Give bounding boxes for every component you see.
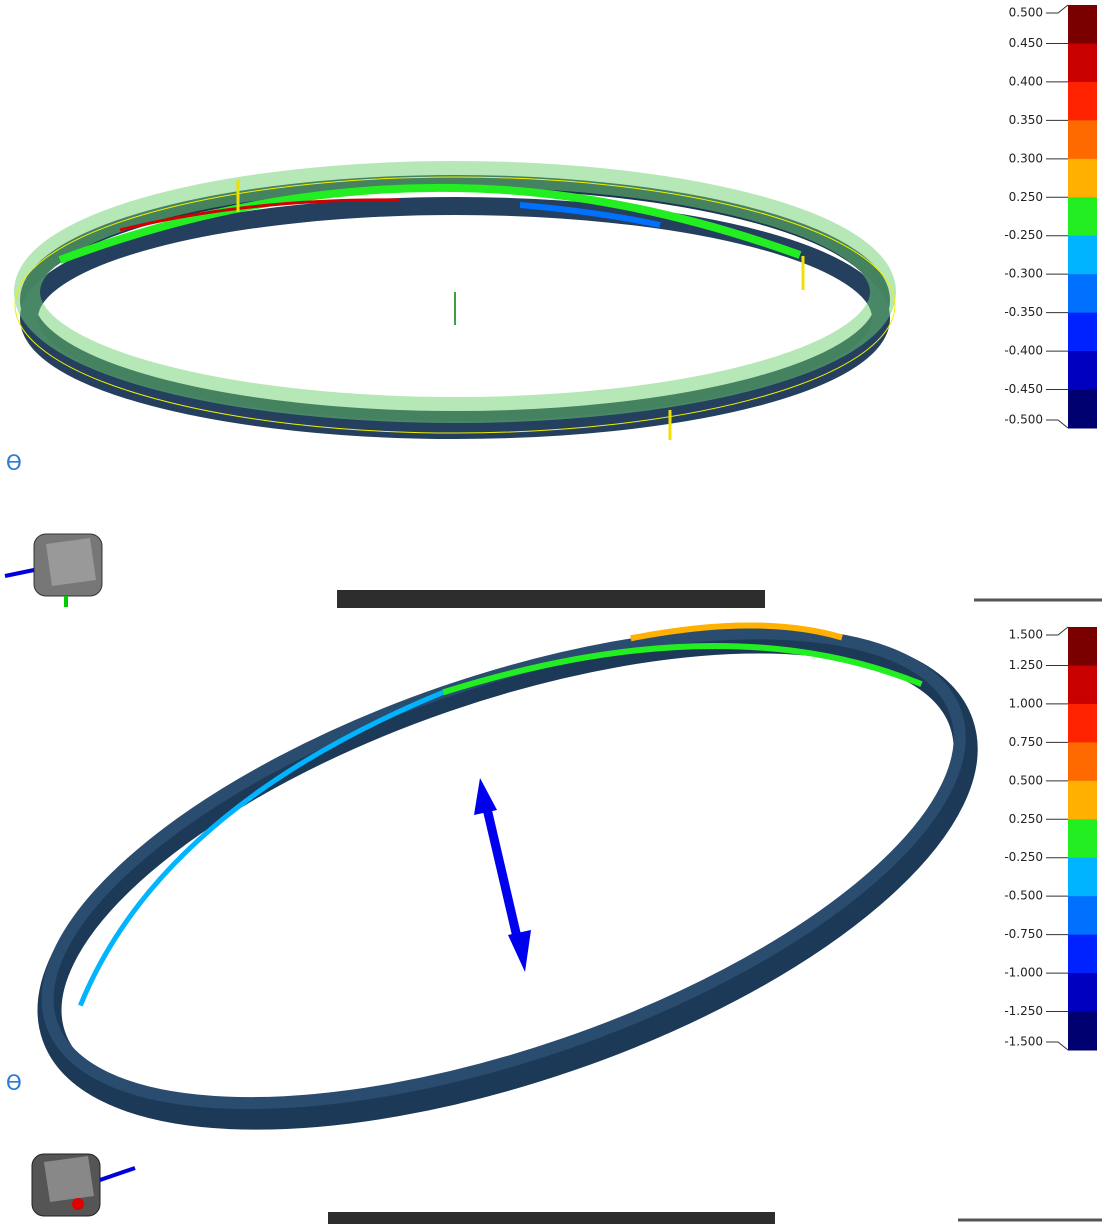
- toolbar[interactable]: [337, 590, 765, 608]
- scale-label: -1.500: [1004, 1035, 1043, 1049]
- scale-label: -1.250: [1004, 1004, 1043, 1018]
- color-band: [1068, 819, 1097, 859]
- color-band: [1068, 627, 1097, 666]
- scale-label: 0.750: [1009, 735, 1043, 749]
- color-band: [1068, 5, 1097, 44]
- scale-label: 0.350: [1009, 113, 1043, 127]
- scale-label: -1.000: [1004, 966, 1043, 980]
- ring-view-bottom: [37, 622, 978, 1130]
- view-cube-top[interactable]: [4, 533, 103, 607]
- toolbar[interactable]: [328, 1212, 775, 1224]
- color-band: [1068, 43, 1097, 83]
- scale-label: 0.450: [1009, 36, 1043, 50]
- label-leader: [1046, 4, 1069, 14]
- label-leader: [1046, 419, 1069, 429]
- scale-label: 0.500: [1009, 773, 1043, 787]
- scale-label: -0.750: [1004, 927, 1043, 941]
- direction-arrow: [474, 778, 531, 972]
- color-band: [1068, 973, 1097, 1013]
- color-band: [1068, 934, 1097, 974]
- color-band: [1068, 312, 1097, 352]
- color-band: [1068, 158, 1097, 198]
- label-leader: [1046, 1041, 1069, 1051]
- color-band: [1068, 742, 1097, 782]
- color-band: [1068, 1011, 1097, 1051]
- scale-label: 1.500: [1009, 628, 1043, 642]
- color-band: [1068, 665, 1097, 705]
- scale-label: -0.400: [1004, 344, 1043, 358]
- view-cube-bottom[interactable]: [31, 1153, 136, 1217]
- scale-label: 0.300: [1009, 151, 1043, 165]
- label-leader: [1046, 626, 1069, 636]
- scale-label: -0.500: [1004, 413, 1043, 427]
- scale-label: -0.300: [1004, 267, 1043, 281]
- scale-label: 1.000: [1009, 696, 1043, 710]
- color-band: [1068, 235, 1097, 275]
- color-band: [1068, 81, 1097, 121]
- color-band: [1068, 274, 1097, 314]
- ring-view-top: [14, 161, 896, 440]
- color-band: [1068, 351, 1097, 391]
- mouse-help-icon[interactable]: ϴ: [6, 451, 22, 475]
- scale-label: 0.400: [1009, 74, 1043, 88]
- scale-label: -0.250: [1004, 850, 1043, 864]
- color-band: [1068, 197, 1097, 237]
- scale-label: 1.250: [1009, 658, 1043, 672]
- color-band: [1068, 389, 1097, 429]
- scale-label: -0.250: [1004, 228, 1043, 242]
- color-band: [1068, 120, 1097, 160]
- color-band: [1068, 703, 1097, 743]
- scale-label: -0.450: [1004, 382, 1043, 396]
- color-band: [1068, 780, 1097, 820]
- scale-label: -0.500: [1004, 889, 1043, 903]
- scale-label: 0.250: [1009, 812, 1043, 826]
- color-band: [1068, 896, 1097, 936]
- scale-label: 0.500: [1009, 6, 1043, 20]
- scale-label: -0.350: [1004, 305, 1043, 319]
- mouse-help-icon[interactable]: ϴ: [6, 1071, 22, 1095]
- color-band: [1068, 857, 1097, 897]
- scale-label: 0.250: [1009, 190, 1043, 204]
